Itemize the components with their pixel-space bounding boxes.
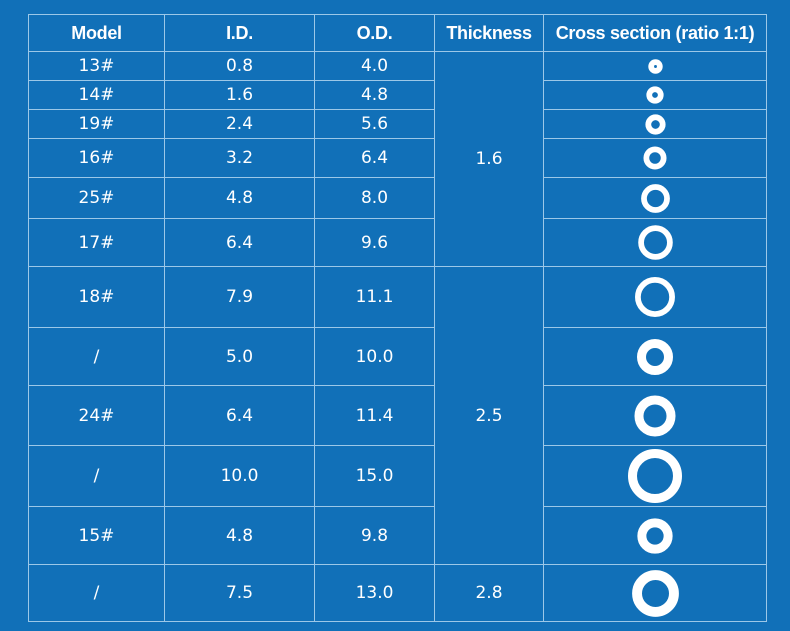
model-cell: /	[28, 327, 165, 386]
o-ring-cross-section-icon	[646, 86, 664, 104]
table-row: /5.0 10.0	[28, 327, 767, 386]
o-ring-cross-section-icon	[637, 225, 673, 260]
inner-diameter-cell: 1.6	[164, 80, 315, 110]
table-row: 17# 6.4 9.6	[28, 218, 767, 267]
table-row: /7.5 13.0 2.8	[28, 564, 767, 622]
outer-diameter-cell: 5.6	[314, 109, 435, 139]
table-body: 13# 0.8 4.0 1.6 14# 1.6 4.8 19# 2.4 5.6 16# 3.2 6.4 2…	[28, 51, 767, 622]
cross-section-cell	[543, 138, 767, 178]
cross-section-cell	[543, 109, 767, 139]
table-row: 15# 4.8 9.8	[28, 506, 767, 565]
model-cell: 13#	[28, 51, 165, 81]
model-cell: /	[28, 445, 165, 507]
cross-section-cell	[543, 385, 767, 446]
inner-diameter-cell: 6.4	[164, 218, 315, 267]
table-row: 19# 2.4 5.6	[28, 109, 767, 139]
outer-diameter-cell: 6.4	[314, 138, 435, 178]
model-cell: 24#	[28, 385, 165, 446]
inner-diameter-cell: 6.4	[164, 385, 315, 446]
cross-section-cell	[543, 218, 767, 267]
o-ring-cross-section-icon	[628, 449, 682, 503]
thickness-cell: 2.5	[434, 266, 544, 565]
o-ring-shape	[637, 517, 673, 554]
outer-diameter-cell: 4.0	[314, 51, 435, 81]
inner-diameter-cell: 10.0	[164, 445, 315, 507]
table-row: 25# 4.8 8.0	[28, 177, 767, 219]
table-row: 24# 6.4 11.4	[28, 385, 767, 446]
o-ring-size-table: Model I.D. O.D. Thickness Cross section …	[28, 14, 767, 622]
table-row: 14# 1.6 4.8	[28, 80, 767, 110]
inner-diameter-cell: 7.5	[164, 564, 315, 622]
table-row: 18# 7.9 11.1 2.5	[28, 266, 767, 565]
o-ring-cross-section-icon	[637, 338, 673, 375]
o-ring-cross-section-icon	[631, 569, 679, 617]
model-cell: /	[28, 564, 165, 622]
table-row: 13# 0.8 4.0 1.6	[28, 51, 767, 267]
o-ring-shape	[647, 58, 663, 74]
model-cell: 25#	[28, 177, 165, 219]
inner-diameter-cell: 7.9	[164, 266, 315, 328]
outer-diameter-cell: 10.0	[314, 327, 435, 386]
header-thickness: Thickness	[434, 14, 544, 52]
inner-diameter-cell: 4.8	[164, 506, 315, 565]
o-ring-shape	[646, 86, 664, 104]
o-ring-cross-section-icon	[634, 394, 676, 437]
model-cell: 19#	[28, 109, 165, 139]
outer-diameter-cell: 9.8	[314, 506, 435, 565]
outer-diameter-cell: 13.0	[314, 564, 435, 622]
o-ring-cross-section-icon	[644, 113, 666, 135]
table-row: /10.0 15.0	[28, 445, 767, 507]
cross-section-cell	[543, 177, 767, 219]
thickness-cell: 1.6	[434, 51, 544, 267]
o-ring-shape	[643, 146, 667, 170]
outer-diameter-cell: 15.0	[314, 445, 435, 507]
cross-section-cell	[543, 564, 767, 622]
cross-section-cell	[543, 51, 767, 81]
model-cell: 15#	[28, 506, 165, 565]
outer-diameter-cell: 4.8	[314, 80, 435, 110]
o-ring-cross-section-icon	[640, 183, 670, 213]
cross-section-cell	[543, 80, 767, 110]
table-row: 16# 3.2 6.4	[28, 138, 767, 178]
cross-section-cell	[543, 266, 767, 328]
model-cell: 18#	[28, 266, 165, 328]
outer-diameter-cell: 8.0	[314, 177, 435, 219]
o-ring-cross-section-icon	[647, 58, 663, 74]
thickness-cell: 2.8	[434, 564, 544, 622]
header-cross-section: Cross section (ratio 1:1)	[543, 14, 767, 52]
inner-diameter-cell: 5.0	[164, 327, 315, 386]
o-ring-shape	[637, 225, 673, 260]
o-ring-cross-section-icon	[635, 277, 675, 317]
header-outer-diameter: O.D.	[314, 14, 435, 52]
o-ring-shape	[635, 277, 675, 317]
model-cell: 17#	[28, 218, 165, 267]
model-cell: 14#	[28, 80, 165, 110]
header-model: Model	[28, 14, 165, 52]
outer-diameter-cell: 9.6	[314, 218, 435, 267]
cross-section-cell	[543, 506, 767, 565]
inner-diameter-cell: 2.4	[164, 109, 315, 139]
cross-section-cell	[543, 327, 767, 386]
o-ring-shape	[631, 569, 679, 617]
o-ring-shape	[644, 113, 666, 135]
o-ring-shape	[637, 338, 673, 375]
cross-section-cell	[543, 445, 767, 507]
o-ring-cross-section-icon	[643, 146, 667, 170]
inner-diameter-cell: 4.8	[164, 177, 315, 219]
inner-diameter-cell: 0.8	[164, 51, 315, 81]
outer-diameter-cell: 11.1	[314, 266, 435, 328]
header-row: Model I.D. O.D. Thickness Cross section …	[28, 14, 767, 52]
o-ring-shape	[628, 449, 682, 503]
outer-diameter-cell: 11.4	[314, 385, 435, 446]
header-inner-diameter: I.D.	[164, 14, 315, 52]
o-ring-shape	[640, 183, 670, 213]
model-cell: 16#	[28, 138, 165, 178]
inner-diameter-cell: 3.2	[164, 138, 315, 178]
o-ring-cross-section-icon	[637, 517, 673, 554]
o-ring-shape	[634, 394, 676, 437]
